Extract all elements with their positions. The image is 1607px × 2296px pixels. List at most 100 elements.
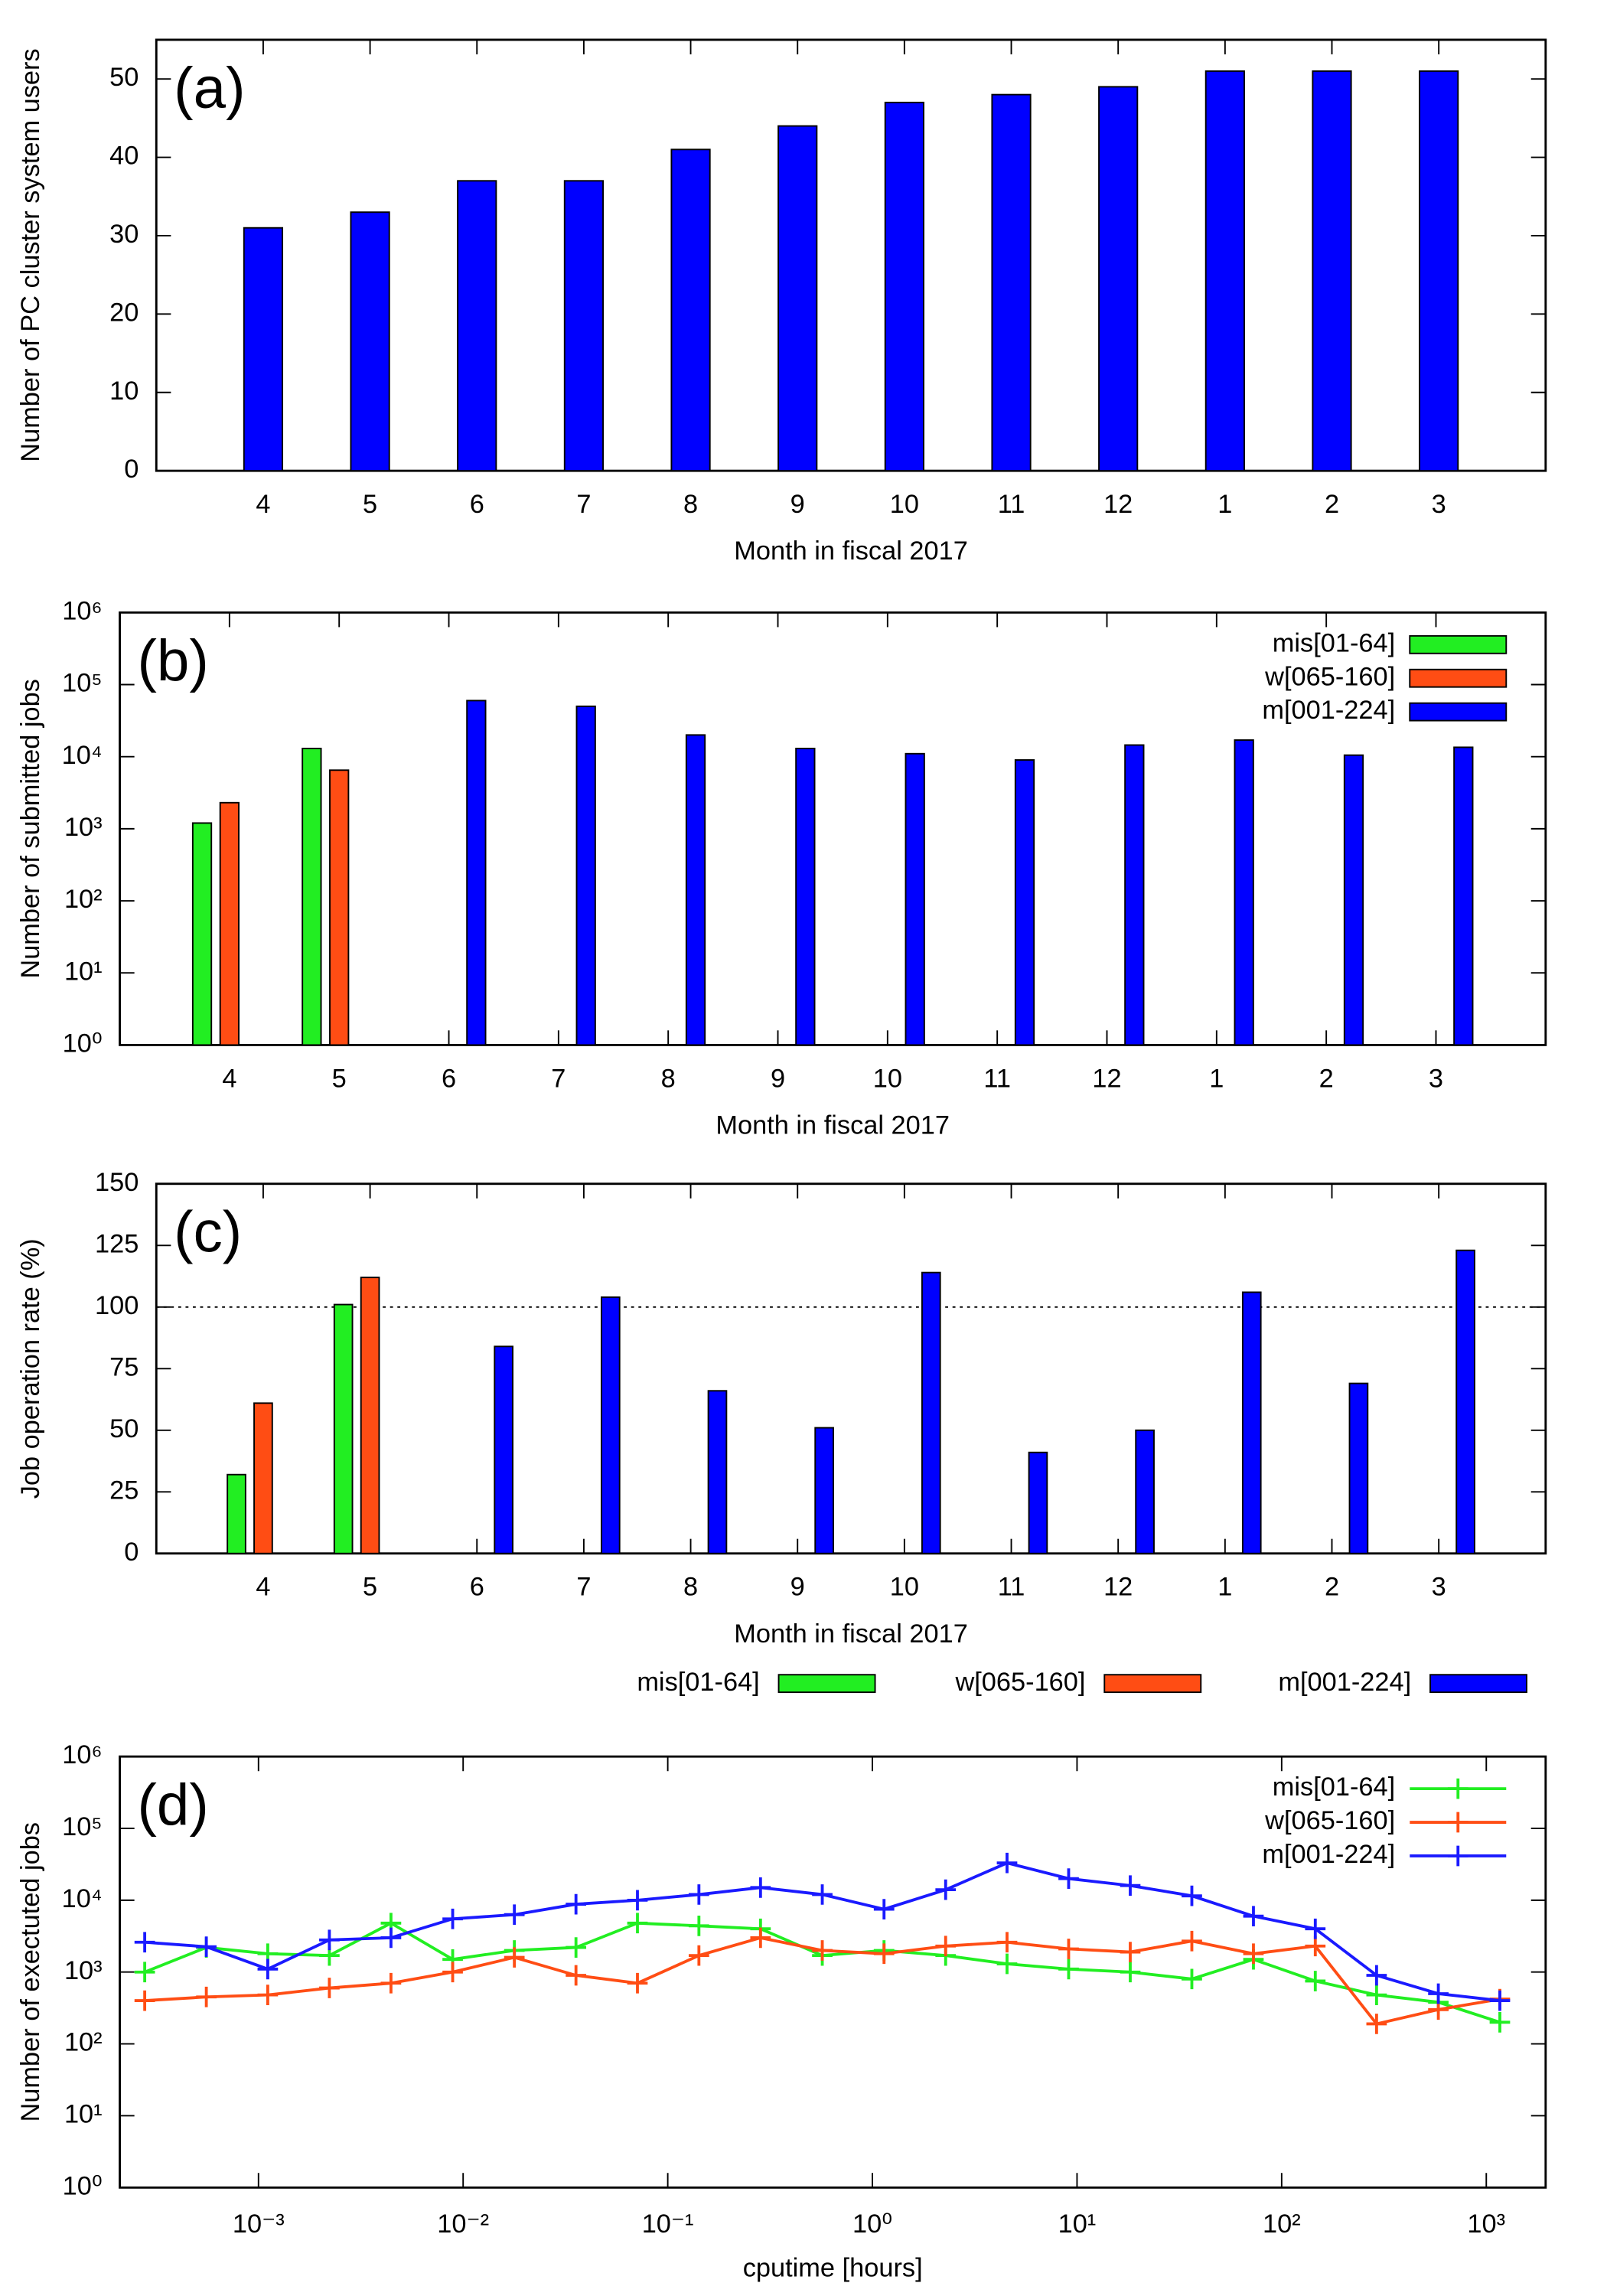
bar — [777, 125, 818, 472]
legend-label: mis[01-64] — [1273, 628, 1395, 657]
bar — [600, 1296, 621, 1554]
bar — [219, 801, 240, 1046]
bar — [991, 93, 1032, 472]
legend-swatch — [1409, 634, 1508, 654]
point-marker — [442, 1962, 463, 1983]
legend-label: w[065-160] — [1264, 662, 1395, 691]
legend-label: m[001-224] — [1262, 1840, 1395, 1869]
point-marker — [873, 1899, 895, 1919]
x-axis-label: Month in fiscal 2017 — [734, 1619, 968, 1649]
bar — [1014, 759, 1035, 1046]
y-tick-label: 10⁴ — [62, 741, 103, 770]
point-marker — [134, 1932, 155, 1953]
panel-label: (d) — [137, 1773, 208, 1838]
y-tick-label: 50 — [109, 1414, 139, 1443]
point-marker — [257, 1958, 279, 1980]
panel-label: (a) — [174, 56, 245, 121]
x-tick-label: 4 — [222, 1064, 236, 1093]
bar — [333, 1303, 354, 1554]
x-tick-label: 11 — [983, 1064, 1011, 1093]
point-marker — [1058, 1958, 1079, 1980]
bar — [302, 747, 322, 1046]
point-marker — [196, 1986, 217, 2007]
point-marker — [1428, 1983, 1449, 2004]
bar — [575, 705, 596, 1046]
point-marker — [688, 1884, 709, 1905]
x-tick-label: 11 — [998, 490, 1025, 519]
bar — [243, 227, 284, 472]
x-tick-label: 4 — [256, 1573, 270, 1602]
x-tick-label: 6 — [470, 1573, 484, 1602]
legend-label: m[001-224] — [1262, 696, 1395, 725]
y-tick-label: 10⁵ — [62, 1812, 102, 1841]
point-marker — [996, 1932, 1018, 1953]
y-tick-label: 125 — [95, 1229, 139, 1258]
bar — [1124, 744, 1145, 1046]
x-tick-label: 10 — [890, 1573, 919, 1602]
point-marker — [1120, 1962, 1141, 1983]
point-marker — [627, 1890, 648, 1911]
bar — [191, 822, 213, 1046]
legend-swatch — [1103, 1674, 1202, 1694]
x-tick-label: 12 — [1092, 1064, 1121, 1093]
y-tick-label: 10⁶ — [62, 596, 102, 625]
bar — [227, 1473, 246, 1554]
y-axis-label: Job operation rate (%) — [16, 1238, 45, 1499]
point-marker — [566, 1965, 587, 1986]
point-marker — [380, 1972, 402, 1994]
y-axis-label: Number of exectuted jobs — [16, 1822, 45, 2122]
x-tick-label: 6 — [442, 1064, 456, 1093]
point-marker — [1366, 1985, 1387, 2006]
point-marker — [935, 1936, 957, 1957]
point-marker — [1182, 1930, 1202, 1952]
point-marker — [1366, 2014, 1387, 2034]
panel-label: (b) — [137, 628, 208, 693]
y-tick-label: 10⁰ — [63, 2171, 103, 2200]
legend-swatch — [1409, 668, 1508, 688]
y-tick-label: 10² — [64, 2028, 103, 2057]
point-marker — [935, 1879, 957, 1900]
x-tick-label: 7 — [576, 1573, 591, 1602]
x-tick-label: 3 — [1432, 1573, 1446, 1602]
point-marker — [996, 1953, 1018, 1975]
y-tick-label: 40 — [109, 142, 139, 171]
point-marker — [1305, 1936, 1326, 1957]
plot-frame — [155, 38, 1547, 472]
x-tick-label: 10¹ — [1058, 2210, 1097, 2239]
y-axis-label: Number of submitted jobs — [16, 679, 45, 979]
bar — [350, 211, 390, 472]
point-marker — [134, 1990, 155, 2011]
point-marker — [1182, 1968, 1202, 1990]
x-tick-label: 7 — [576, 490, 591, 519]
bar — [1204, 70, 1245, 472]
point-marker — [688, 1915, 709, 1936]
legend-swatch — [777, 1674, 876, 1694]
bar — [329, 769, 350, 1046]
point-marker — [812, 1940, 833, 1961]
x-tick-label: 10⁻³ — [233, 2210, 285, 2239]
bar — [884, 101, 924, 472]
y-tick-label: 75 — [109, 1352, 139, 1381]
point-marker — [1182, 1885, 1202, 1906]
x-tick-label: 1 — [1217, 1573, 1232, 1602]
point-marker — [319, 1978, 340, 1998]
x-tick-label: 8 — [683, 490, 698, 519]
bar — [670, 148, 711, 472]
legend-swatch — [1429, 1674, 1527, 1694]
x-tick-label: 10² — [1263, 2210, 1301, 2239]
x-tick-label: 12 — [1103, 490, 1133, 519]
y-tick-label: 0 — [124, 455, 139, 484]
bar — [1241, 1291, 1262, 1554]
point-marker — [380, 1927, 402, 1949]
point-marker — [566, 1893, 587, 1915]
x-tick-label: 8 — [661, 1064, 676, 1093]
x-tick-label: 10³ — [1467, 2210, 1505, 2239]
legend-swatch — [1409, 702, 1508, 722]
legend-marker — [1447, 1845, 1468, 1867]
x-tick-label: 11 — [998, 1573, 1025, 1602]
panel-label: (c) — [174, 1200, 242, 1265]
point-marker — [750, 1877, 771, 1898]
point-marker — [1243, 1943, 1264, 1965]
bar — [707, 1390, 728, 1554]
